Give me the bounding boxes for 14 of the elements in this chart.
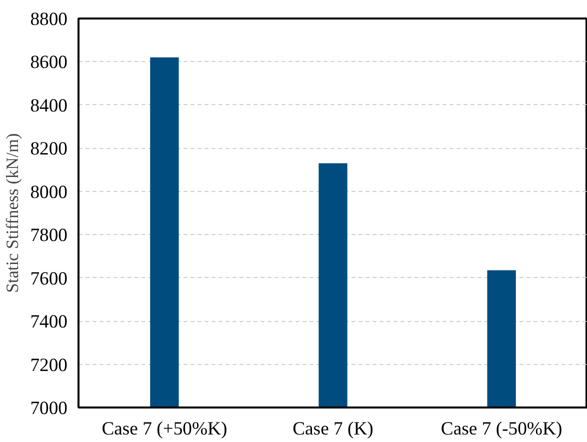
y-tick-label: 7200 bbox=[30, 354, 68, 376]
y-tick-label: 8800 bbox=[30, 9, 68, 30]
y-tick-label: 7400 bbox=[30, 312, 68, 333]
x-tick-label: Case 7 (-50%K) bbox=[440, 418, 562, 440]
y-tick-label: 8200 bbox=[30, 138, 68, 160]
y-tick-label: 8600 bbox=[30, 52, 68, 74]
y-tick-label: 7600 bbox=[30, 268, 68, 290]
x-tick-label: Case 7 (K) bbox=[292, 418, 374, 440]
y-tick-label: 8400 bbox=[30, 95, 68, 116]
y-tick-label: 7800 bbox=[30, 225, 68, 246]
x-tick-label: Case 7 (+50%K) bbox=[102, 418, 228, 440]
y-tick-label: 7000 bbox=[30, 398, 68, 419]
y-axis-title: Static Stiffness (kN/m) bbox=[3, 133, 22, 293]
y-tick-label: 8000 bbox=[30, 182, 68, 203]
